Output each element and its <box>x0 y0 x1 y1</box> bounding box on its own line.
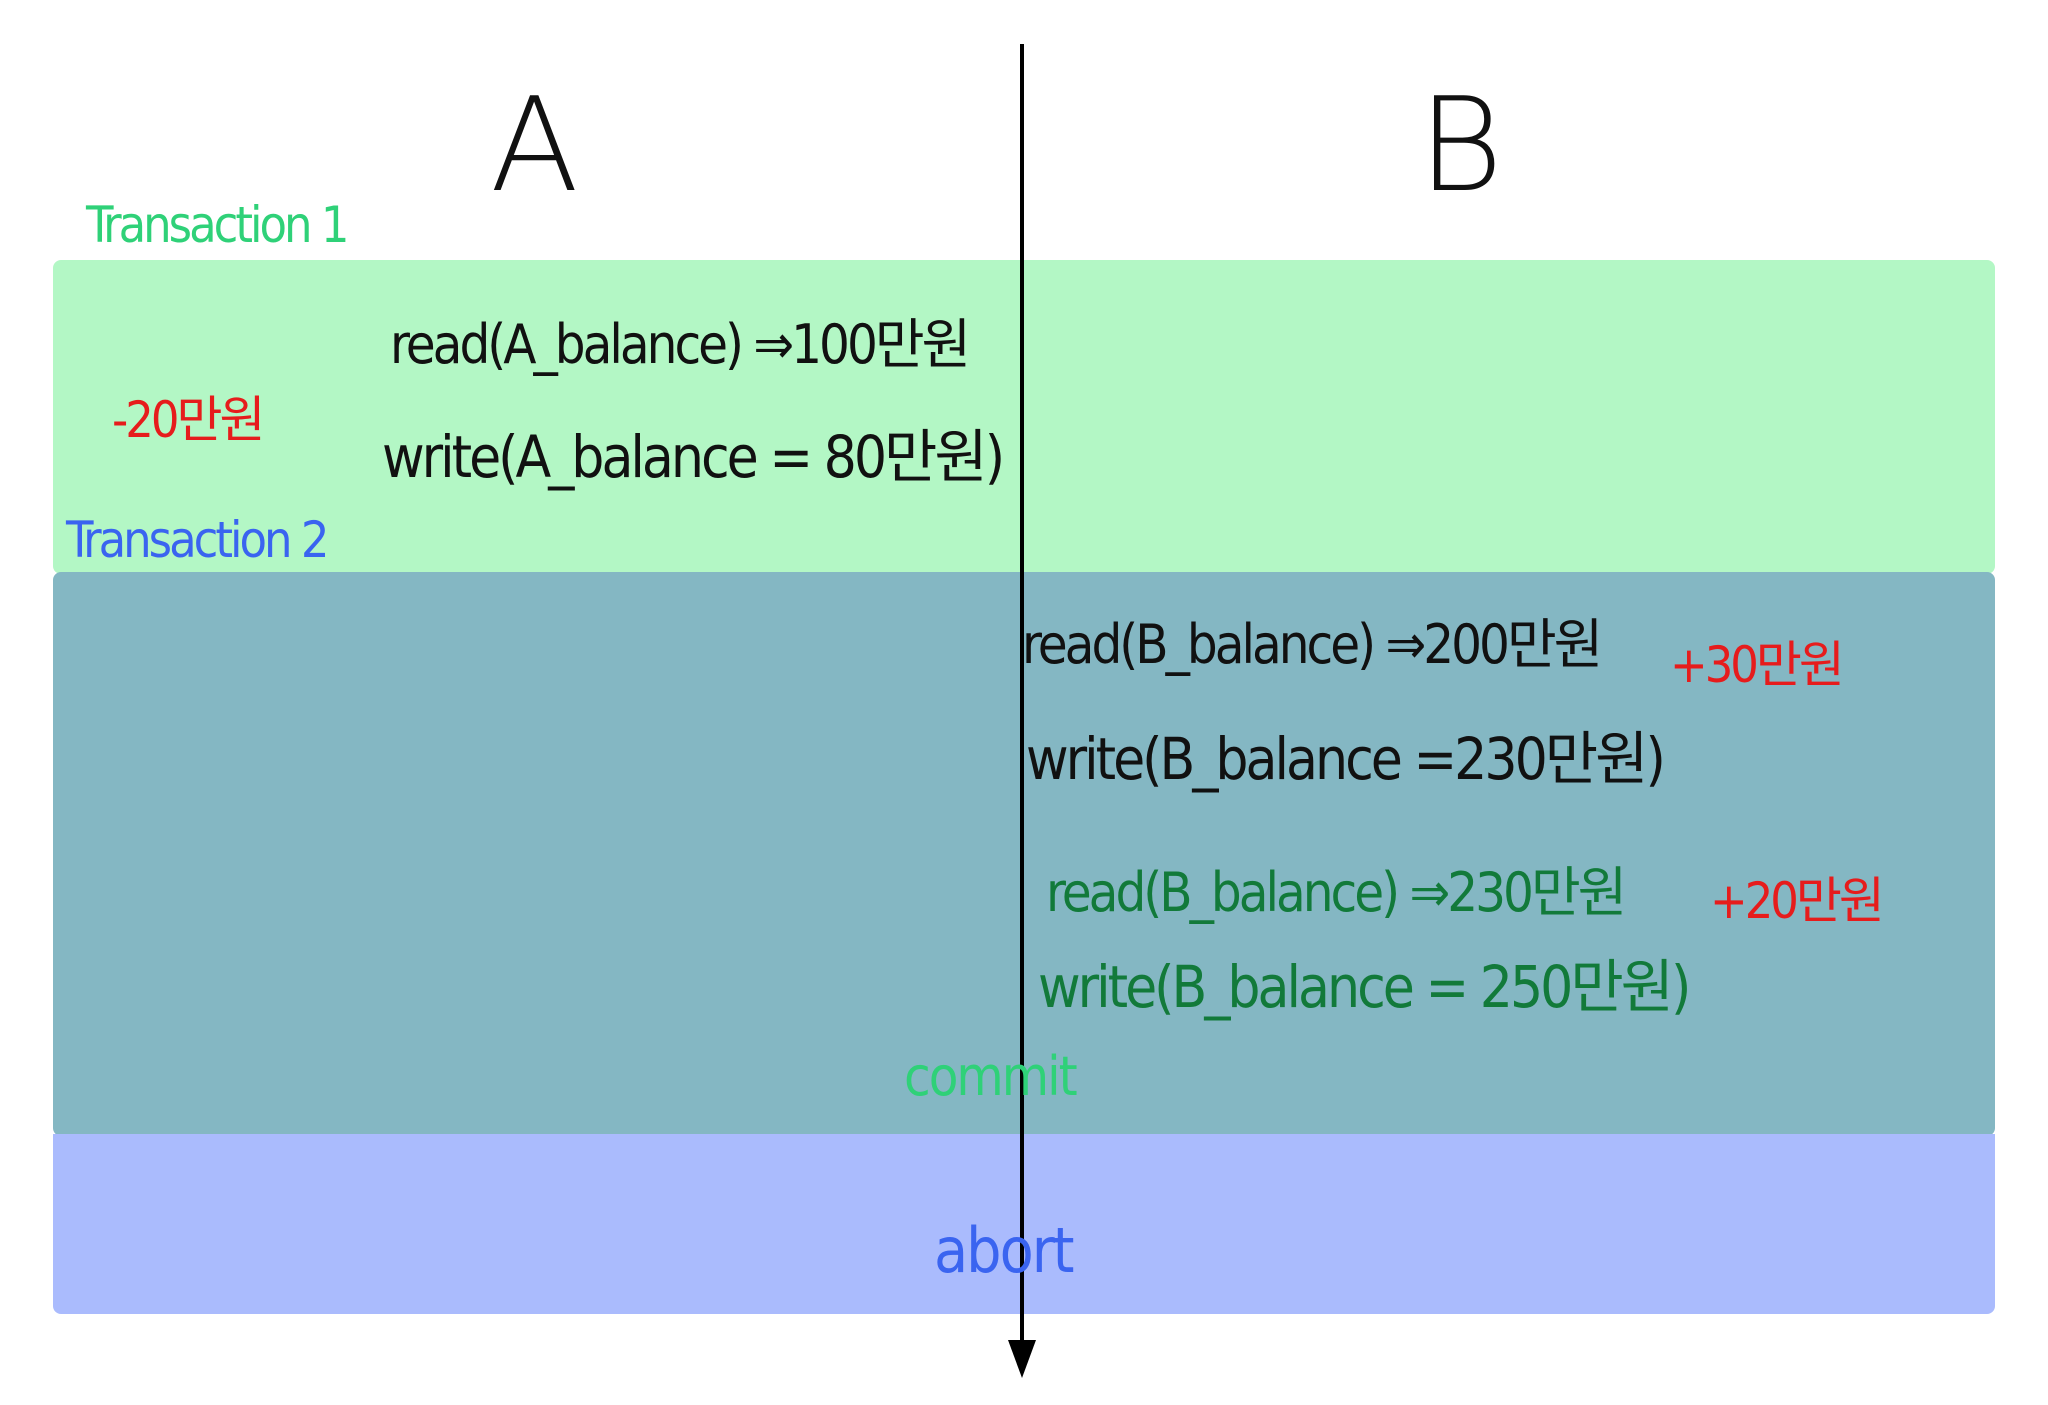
transaction-1-label: Transaction 1 <box>86 196 349 254</box>
abort-label: abort <box>934 1214 1074 1287</box>
time-arrow-head <box>1008 1340 1036 1378</box>
commit-label: commit <box>904 1045 1078 1108</box>
b-read-step-2: read(B_balance) ⇒230만원 <box>1046 861 1627 924</box>
a-read-step: read(A_balance) ⇒100만원 <box>390 313 971 376</box>
column-header-b: B <box>1418 69 1504 221</box>
b-delta-note-1: +30만원 <box>1670 636 1845 694</box>
a-delta-note: -20만원 <box>112 391 265 449</box>
a-write-step: write(A_balance = 80만원) <box>382 423 1005 491</box>
b-write-step: write(B_balance =230만원) <box>1026 725 1666 793</box>
transaction-2-label: Transaction 2 <box>66 511 329 569</box>
b-delta-note-2: +20만원 <box>1710 872 1885 930</box>
b-read-step: read(B_balance) ⇒200만원 <box>1022 613 1603 676</box>
column-header-a: A <box>490 69 579 221</box>
b-write-step-2: write(B_balance = 250만원) <box>1038 953 1691 1021</box>
